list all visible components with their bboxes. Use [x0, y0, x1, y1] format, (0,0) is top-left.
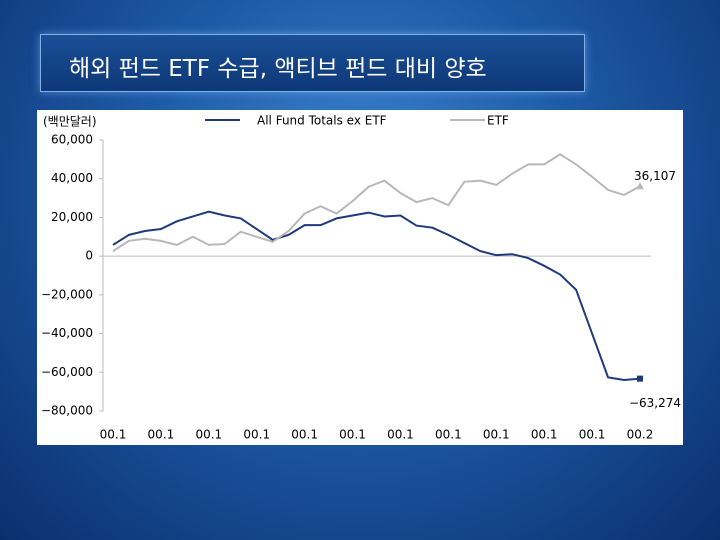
y-tick-label: 0 [85, 249, 93, 263]
x-tick-label: 00.1 [243, 428, 270, 442]
x-tick-label: 00.1 [483, 428, 510, 442]
end-marker [636, 182, 644, 190]
title-box: 해외 펀드 ETF 수급, 액티브 펀드 대비 양호 [40, 34, 585, 92]
x-tick-label: 00.1 [339, 428, 366, 442]
end-marker [637, 375, 643, 382]
x-tick-label: 00.1 [195, 428, 222, 442]
x-tick-label: 00.1 [291, 428, 318, 442]
chart: (백만달러) −80,000 −60,000 −40,000 −20,000 0 20,0… [37, 110, 683, 445]
data-label: −63,274 [629, 396, 681, 410]
series-line [112, 210, 641, 382]
y-tick-label: −80,000 [41, 404, 93, 418]
legend-label: All Fund Totals ex ETF [257, 114, 387, 128]
slide-title: 해외 펀드 ETF 수급, 액티브 펀드 대비 양호 [69, 56, 487, 82]
x-tick-label: 00.2 [627, 428, 654, 442]
y-tick-label: −40,000 [41, 326, 93, 340]
series-line [112, 153, 641, 252]
y-tick-label: 20,000 [51, 210, 93, 224]
x-tick-label: 00.1 [387, 428, 414, 442]
y-tick-label: −20,000 [41, 287, 93, 301]
x-tick-label: 00.1 [531, 428, 558, 442]
y-tick-label: 40,000 [51, 171, 93, 185]
x-tick-label: 00.1 [435, 428, 462, 442]
y-axis-unit: (백만달러) [43, 115, 97, 129]
data-label: 36,107 [634, 169, 676, 183]
y-tick-label: 60,000 [51, 133, 93, 147]
y-tick-label: −60,000 [41, 365, 93, 379]
legend-label: ETF [487, 114, 509, 128]
x-tick-label: 00.1 [579, 428, 606, 442]
x-tick-label: 00.1 [100, 428, 127, 442]
x-tick-label: 00.1 [148, 428, 175, 442]
chart-panel [37, 110, 683, 445]
